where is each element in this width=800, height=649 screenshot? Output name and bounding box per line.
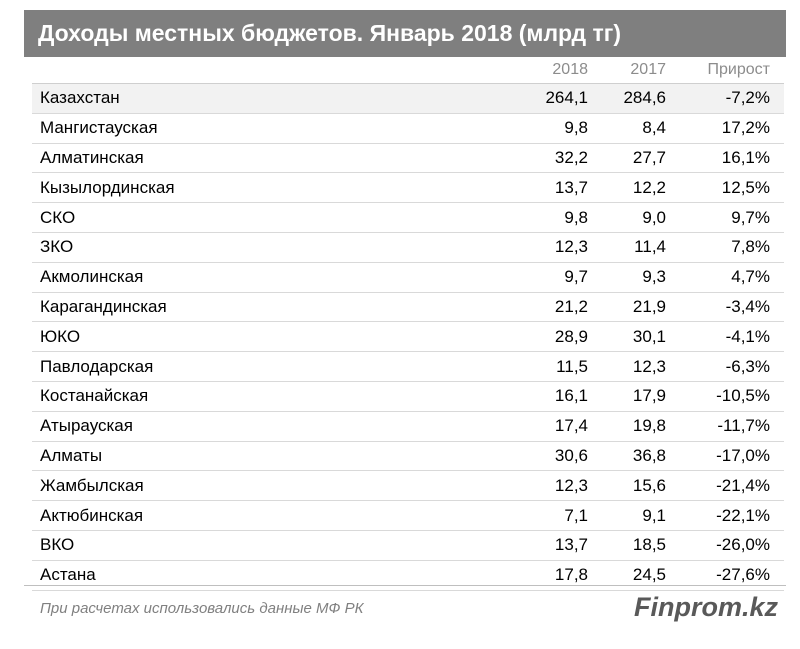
- table-row: Кызылординская 13,7 12,2 12,5%: [32, 173, 784, 204]
- value-2018: 264,1: [545, 88, 588, 108]
- value-2017: 18,5: [632, 535, 666, 555]
- data-table: 2018 2017 Прирост Казахстан 264,1 284,6 -7,…: [32, 57, 784, 591]
- growth-value: 7,8%: [731, 237, 770, 257]
- region-name: ВКО: [40, 535, 75, 555]
- table-row: Астана 17,8 24,5 -27,6%: [32, 561, 784, 591]
- table-row: Мангистауская 9,8 8,4 17,2%: [32, 114, 784, 144]
- region-name: ЮКО: [40, 326, 81, 346]
- value-2018: 9,7: [564, 267, 588, 287]
- chart-title: Доходы местных бюджетов. Январь 2018 (мл…: [38, 20, 622, 46]
- value-2017: 17,9: [632, 386, 666, 406]
- brand-logo: Finprom.kz: [633, 592, 778, 622]
- region-name: Костанайская: [40, 386, 149, 406]
- value-2018: 30,6: [554, 445, 588, 465]
- value-2017: 9,1: [642, 505, 666, 525]
- table-row: Алматинская 32,2 27,7 16,1%: [32, 144, 784, 174]
- region-name: Алматинская: [40, 147, 144, 167]
- value-2017: 24,5: [632, 565, 666, 585]
- region-name: Алматы: [40, 445, 103, 465]
- table-row: Костанайская 16,1 17,9 -10,5%: [32, 382, 784, 412]
- value-2018: 28,9: [554, 326, 588, 346]
- value-2018: 21,2: [554, 296, 588, 316]
- value-2018: 12,3: [554, 475, 588, 495]
- value-2018: 32,2: [554, 147, 588, 167]
- value-2018: 12,3: [554, 237, 588, 257]
- value-2017: 12,3: [632, 356, 666, 376]
- value-2017: 19,8: [632, 416, 666, 436]
- growth-value: 4,7%: [731, 267, 770, 287]
- table-row: ЮКО 28,9 30,1 -4,1%: [32, 322, 784, 353]
- region-name: Атырауская: [40, 416, 133, 436]
- growth-value: 9,7%: [731, 207, 770, 227]
- value-2018: 13,7: [554, 177, 588, 197]
- growth-value: -10,5%: [716, 386, 770, 406]
- header-2018: 2018: [552, 61, 588, 78]
- value-2018: 9,8: [564, 207, 588, 227]
- value-2017: 9,3: [642, 267, 666, 287]
- footer-divider: [24, 585, 786, 586]
- table-row: Актюбинская 7,1 9,1 -22,1%: [32, 501, 784, 531]
- region-name: Астана: [40, 565, 96, 585]
- region-name: Актюбинская: [40, 505, 144, 525]
- table-row: Атырауская 17,4 19,8 -11,7%: [32, 412, 784, 442]
- region-name: Мангистауская: [40, 118, 158, 138]
- table-row: Карагандинская 21,2 21,9 -3,4%: [32, 293, 784, 323]
- growth-value: -27,6%: [716, 565, 770, 585]
- value-2018: 13,7: [554, 535, 588, 555]
- value-2017: 27,7: [632, 147, 666, 167]
- growth-value: 16,1%: [721, 147, 770, 167]
- growth-value: -17,0%: [716, 445, 770, 465]
- value-2017: 9,0: [642, 207, 666, 227]
- growth-value: 12,5%: [721, 177, 770, 197]
- growth-value: -3,4%: [725, 296, 770, 316]
- table-row: Жамбылская 12,3 15,6 -21,4%: [32, 471, 784, 502]
- table-row: ЗКО 12,3 11,4 7,8%: [32, 233, 784, 263]
- value-2018: 17,4: [554, 416, 588, 436]
- table-row: Павлодарская 11,5 12,3 -6,3%: [32, 352, 784, 382]
- growth-value: -11,7%: [717, 416, 770, 436]
- region-name: СКО: [40, 207, 76, 227]
- table-row: Казахстан 264,1 284,6 -7,2%: [32, 84, 784, 114]
- source-note: При расчетах использовались данные МФ РК: [40, 600, 364, 617]
- title-bar: Доходы местных бюджетов. Январь 2018 (мл…: [24, 10, 786, 57]
- header-growth: Прирост: [707, 61, 770, 78]
- value-2017: 12,2: [632, 177, 666, 197]
- table-row: Алматы 30,6 36,8 -17,0%: [32, 442, 784, 472]
- growth-value: -6,3%: [725, 356, 770, 376]
- value-2018: 11,5: [556, 356, 588, 376]
- growth-value: -21,4%: [716, 475, 770, 495]
- value-2018: 7,1: [564, 505, 588, 525]
- value-2017: 11,4: [634, 237, 666, 257]
- value-2017: 21,9: [632, 296, 666, 316]
- value-2017: 284,6: [623, 88, 666, 108]
- value-2017: 8,4: [642, 118, 666, 138]
- value-2018: 16,1: [554, 386, 588, 406]
- growth-value: 17,2%: [721, 118, 770, 138]
- table-row: Акмолинская 9,7 9,3 4,7%: [32, 263, 784, 293]
- region-name: Павлодарская: [40, 356, 154, 376]
- table-header: 2018 2017 Прирост: [32, 57, 784, 84]
- value-2018: 9,8: [564, 118, 588, 138]
- value-2017: 15,6: [632, 475, 666, 495]
- region-name: Кызылординская: [40, 177, 175, 197]
- region-name: ЗКО: [40, 237, 74, 257]
- region-name: Акмолинская: [40, 267, 144, 287]
- region-name: Казахстан: [40, 88, 120, 108]
- value-2017: 30,1: [632, 326, 666, 346]
- value-2017: 36,8: [632, 445, 666, 465]
- region-name: Жамбылская: [40, 475, 144, 495]
- value-2018: 17,8: [554, 565, 588, 585]
- table-row: ВКО 13,7 18,5 -26,0%: [32, 531, 784, 561]
- growth-value: -7,2%: [725, 88, 770, 108]
- growth-value: -4,1%: [725, 326, 770, 346]
- growth-value: -26,0%: [716, 535, 770, 555]
- header-2017: 2017: [630, 61, 666, 78]
- region-name: Карагандинская: [40, 296, 167, 316]
- growth-value: -22,1%: [716, 505, 770, 525]
- table-row: СКО 9,8 9,0 9,7%: [32, 203, 784, 233]
